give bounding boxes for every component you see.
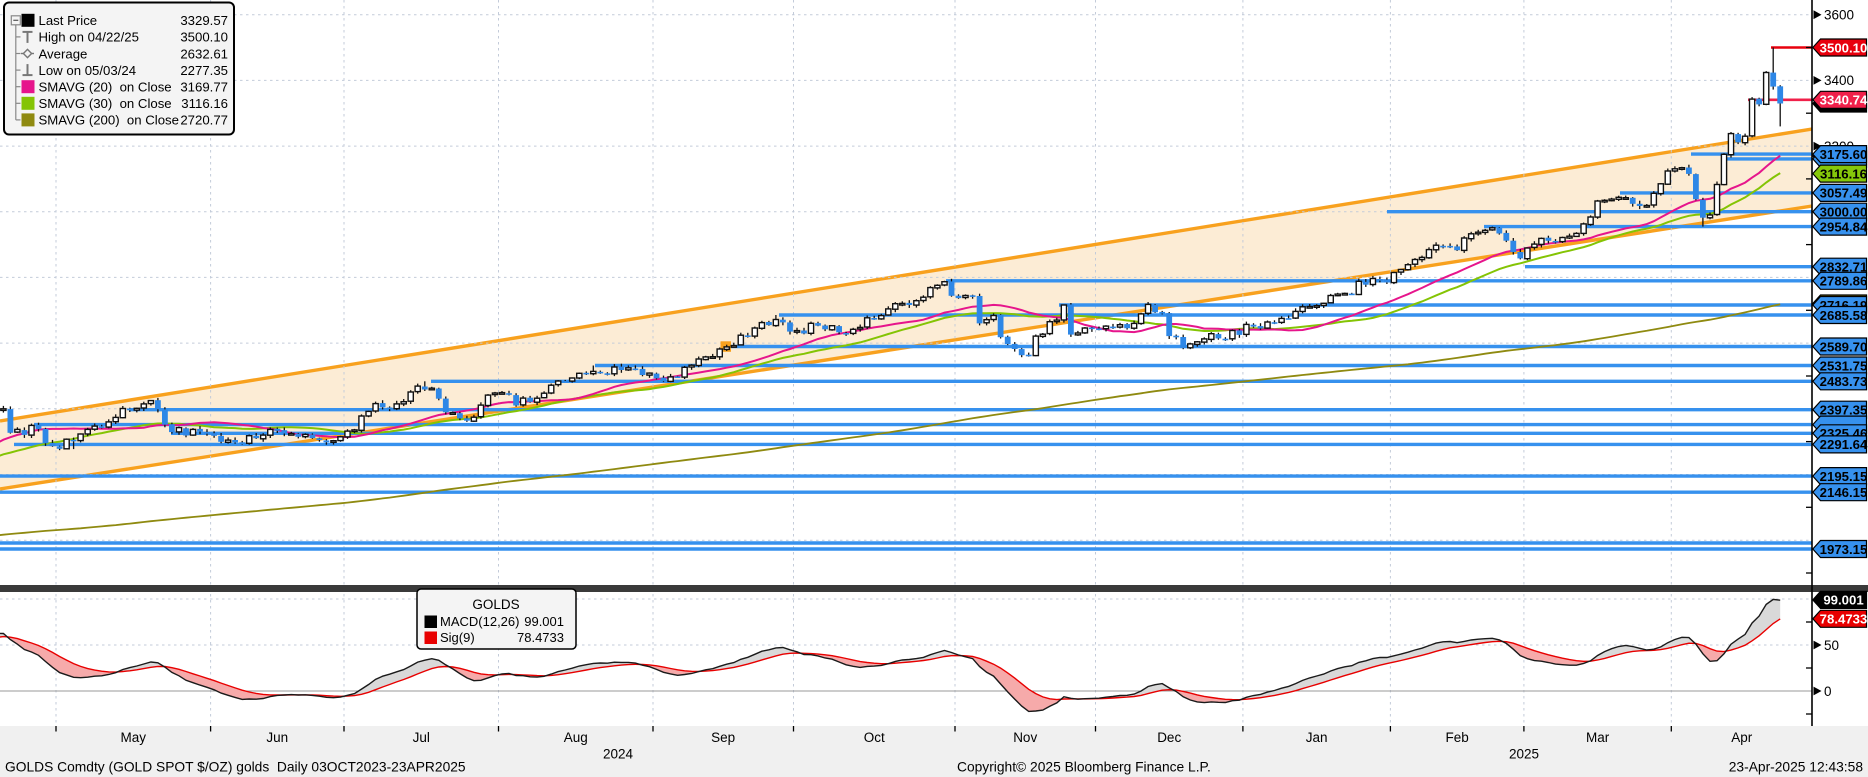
svg-text:GOLDS Comdty (GOLD SPOT $/OZ): GOLDS Comdty (GOLD SPOT $/OZ) golds Dail… — [5, 760, 466, 775]
svg-text:3057.49: 3057.49 — [1820, 186, 1868, 201]
svg-text:MACD(12,26): MACD(12,26) — [440, 614, 519, 629]
svg-text:2685.58: 2685.58 — [1820, 308, 1868, 323]
svg-text:99.001: 99.001 — [524, 614, 564, 629]
svg-text:May: May — [121, 730, 147, 745]
svg-text:3500.10: 3500.10 — [1820, 40, 1868, 55]
svg-text:SMAVG (20) on Close: SMAVG (20) on Close — [39, 80, 172, 95]
svg-text:2720.77: 2720.77 — [180, 113, 228, 128]
svg-text:3400: 3400 — [1824, 73, 1854, 88]
svg-text:Jun: Jun — [266, 730, 288, 745]
svg-text:GOLDS: GOLDS — [472, 597, 519, 612]
svg-text:Last Price: Last Price — [39, 13, 98, 28]
svg-text:3000.00: 3000.00 — [1820, 205, 1868, 220]
svg-text:23-Apr-2025 12:43:58: 23-Apr-2025 12:43:58 — [1729, 760, 1864, 775]
svg-text:Low on 05/03/24: Low on 05/03/24 — [39, 63, 137, 78]
svg-text:2483.73: 2483.73 — [1820, 374, 1868, 389]
svg-text:SMAVG (200) on Close: SMAVG (200) on Close — [39, 113, 179, 128]
svg-text:Copyright© 2025 Bloomberg Fina: Copyright© 2025 Bloomberg Finance L.P. — [957, 760, 1211, 775]
svg-text:Sep: Sep — [711, 730, 735, 745]
svg-text:High on 04/22/25: High on 04/22/25 — [39, 30, 139, 45]
svg-text:Aug: Aug — [564, 730, 588, 745]
svg-text:3340.74: 3340.74 — [1820, 93, 1868, 108]
svg-text:2397.35: 2397.35 — [1820, 403, 1868, 418]
svg-text:78.4733: 78.4733 — [517, 630, 564, 645]
svg-text:3116.16: 3116.16 — [181, 96, 228, 111]
svg-text:2531.75: 2531.75 — [1820, 358, 1868, 373]
svg-text:3169.77: 3169.77 — [180, 80, 228, 95]
svg-text:2024: 2024 — [603, 747, 634, 762]
svg-text:1973.15: 1973.15 — [1820, 542, 1868, 557]
svg-text:3500.10: 3500.10 — [180, 30, 228, 45]
svg-text:3600: 3600 — [1824, 8, 1854, 23]
svg-text:2146.15: 2146.15 — [1820, 485, 1868, 500]
svg-text:3116.16: 3116.16 — [1820, 166, 1867, 181]
svg-text:Feb: Feb — [1445, 730, 1468, 745]
svg-text:78.4733: 78.4733 — [1820, 612, 1868, 627]
svg-text:3175.60: 3175.60 — [1820, 147, 1868, 162]
svg-text:Mar: Mar — [1586, 730, 1610, 745]
svg-text:2277.35: 2277.35 — [180, 63, 228, 78]
svg-text:2589.70: 2589.70 — [1820, 339, 1868, 354]
svg-text:2195.15: 2195.15 — [1820, 469, 1868, 484]
svg-text:50: 50 — [1824, 638, 1839, 653]
svg-text:2632.61: 2632.61 — [180, 46, 228, 61]
svg-text:99.001: 99.001 — [1823, 593, 1863, 608]
svg-text:3329.57: 3329.57 — [180, 13, 228, 28]
svg-text:Oct: Oct — [864, 730, 885, 745]
svg-text:2954.84: 2954.84 — [1820, 219, 1868, 234]
svg-text:Sig(9): Sig(9) — [440, 630, 475, 645]
svg-text:Dec: Dec — [1157, 730, 1181, 745]
svg-text:2025: 2025 — [1509, 747, 1539, 762]
svg-text:2789.86: 2789.86 — [1820, 274, 1868, 289]
svg-text:0: 0 — [1824, 684, 1832, 699]
svg-text:Average: Average — [39, 46, 88, 61]
svg-text:Jan: Jan — [1306, 730, 1328, 745]
svg-text:SMAVG (30) on Close: SMAVG (30) on Close — [39, 96, 172, 111]
svg-text:Apr: Apr — [1731, 730, 1753, 745]
svg-text:Jul: Jul — [413, 730, 430, 745]
svg-text:2832.71: 2832.71 — [1820, 260, 1868, 275]
svg-text:2291.64: 2291.64 — [1820, 437, 1868, 452]
svg-text:Nov: Nov — [1013, 730, 1037, 745]
